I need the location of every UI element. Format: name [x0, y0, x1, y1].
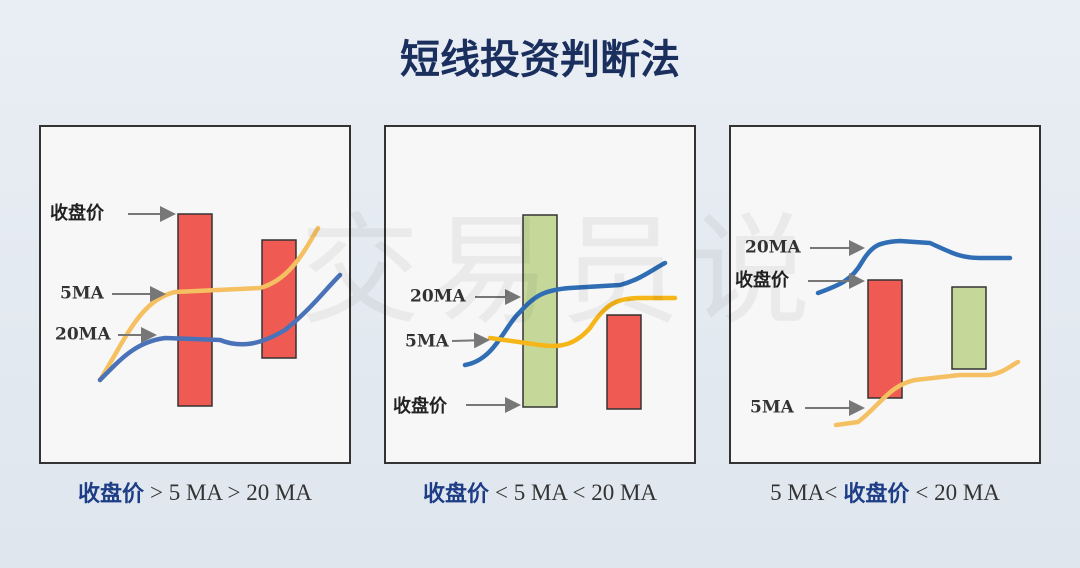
- caption-part: 5 MA<: [770, 480, 837, 505]
- watermark: 交易员说: [300, 203, 820, 342]
- caption: 5 MA< 收盘价 < 20 MA: [770, 480, 1000, 507]
- caption-part: 收盘价: [423, 481, 490, 507]
- caption-part: > 5 MA > 20 MA: [150, 480, 312, 505]
- candle: [867, 279, 903, 399]
- ma20-line: [97, 272, 343, 383]
- caption-part: < 5 MA < 20 MA: [495, 480, 657, 505]
- ma5-line: [97, 225, 321, 383]
- label: 收盘价: [50, 202, 105, 224]
- panel: 收盘价 5MA 20MA 收盘价 > 5 MA > 20 MA: [39, 125, 351, 507]
- ma5-line: [833, 359, 1021, 428]
- label: 收盘价: [735, 269, 790, 291]
- label: 20MA: [745, 238, 801, 258]
- label: 5MA: [750, 398, 795, 418]
- caption: 收盘价 > 5 MA > 20 MA: [78, 480, 312, 507]
- ma20-line: [462, 260, 668, 368]
- ma5-line: [487, 295, 678, 349]
- label: 20MA: [55, 325, 111, 345]
- caption-part: < 20 MA: [915, 480, 1000, 505]
- label: 5MA: [60, 284, 105, 304]
- label: 5MA: [405, 332, 450, 352]
- candle: [606, 314, 642, 410]
- candle: [261, 239, 297, 359]
- panel: 20MA 收盘价 5MA 5 MA< 收盘价 < 20 MA: [729, 125, 1041, 507]
- caption-part: 收盘价: [843, 481, 910, 507]
- candle: [951, 286, 987, 370]
- candle: [177, 213, 213, 407]
- label: 收盘价: [393, 395, 448, 417]
- title: 短线投资判断法: [400, 37, 680, 83]
- label: 20MA: [410, 287, 466, 307]
- panel: 20MA 5MA 收盘价 收盘价 < 5 MA < 20 MA: [384, 125, 696, 507]
- caption-part: 收盘价: [78, 481, 145, 507]
- caption: 收盘价 < 5 MA < 20 MA: [423, 480, 657, 507]
- arrow: [451, 332, 490, 349]
